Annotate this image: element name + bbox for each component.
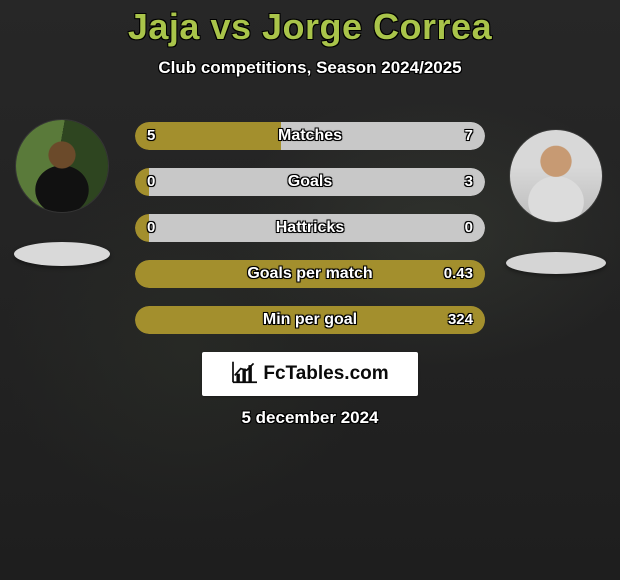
stat-seg-right — [281, 122, 485, 150]
logo-box[interactable]: FcTables.com — [202, 352, 418, 396]
chart-icon — [231, 360, 259, 389]
stat-seg-left — [135, 122, 281, 150]
stat-seg-left — [135, 168, 149, 196]
date: 5 december 2024 — [0, 408, 620, 428]
stat-seg-left — [135, 214, 149, 242]
avatar-right — [510, 130, 602, 222]
stat-seg-right — [149, 214, 485, 242]
player-right — [506, 130, 606, 274]
stat-seg-left — [135, 306, 485, 334]
flag-left — [14, 242, 110, 266]
stat-seg-left — [135, 260, 485, 288]
stat-row: Matches57 — [135, 122, 485, 150]
stat-seg-right — [149, 168, 485, 196]
stat-row: Goals03 — [135, 168, 485, 196]
stat-row: Min per goal324 — [135, 306, 485, 334]
flag-right — [506, 252, 606, 274]
page-title: Jaja vs Jorge Correa — [0, 0, 620, 48]
subtitle: Club competitions, Season 2024/2025 — [0, 58, 620, 78]
card-root: Jaja vs Jorge Correa Club competitions, … — [0, 0, 620, 580]
stat-bars: Matches57 Goals03 Hattricks00 Goals per mat… — [135, 122, 485, 334]
stat-row: Hattricks00 — [135, 214, 485, 242]
stat-row: Goals per match0.43 — [135, 260, 485, 288]
logo-text: FcTables.com — [263, 363, 388, 385]
avatar-left — [16, 120, 108, 212]
player-left — [14, 120, 110, 266]
